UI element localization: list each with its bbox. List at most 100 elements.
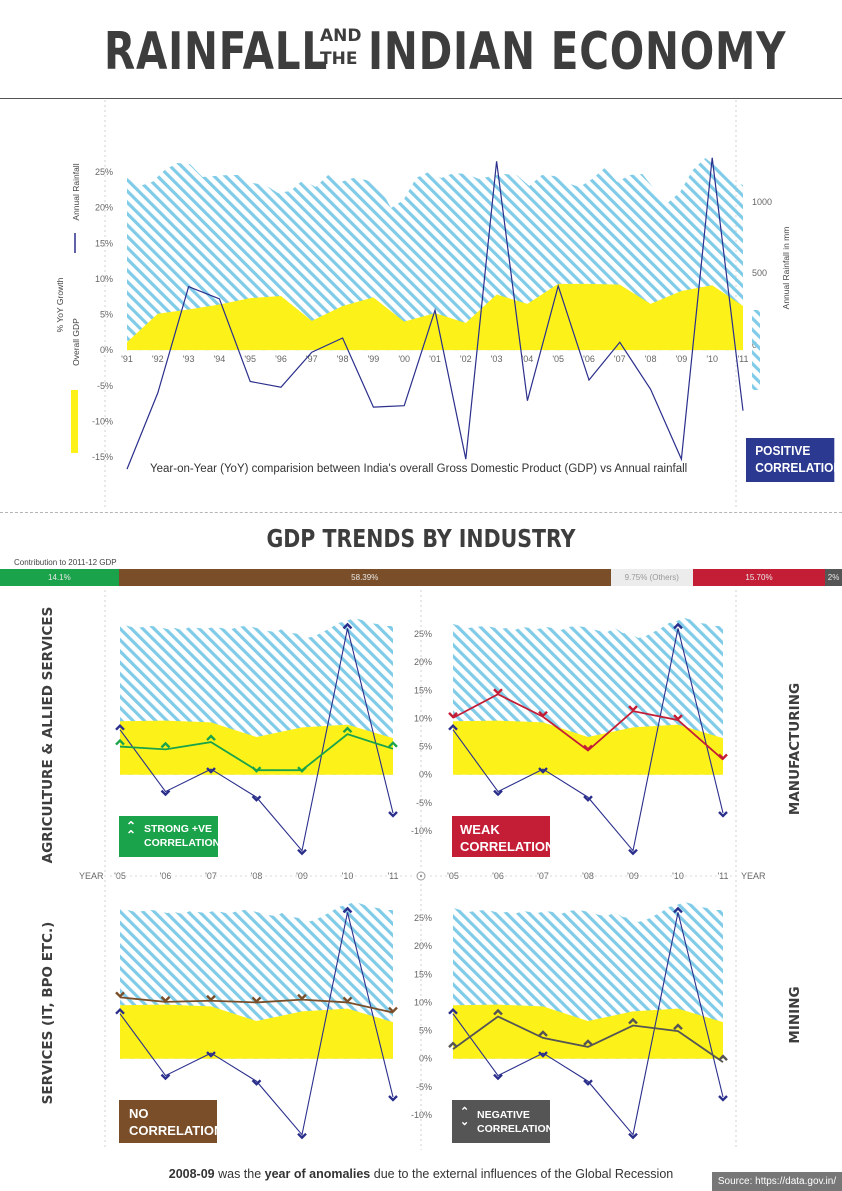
x-tick-label: '10 (342, 871, 354, 881)
title-the: THE (320, 49, 358, 69)
x-tick-label: '10 (706, 354, 718, 364)
sector-marker (388, 1006, 398, 1014)
y-tick-label: 10% (414, 713, 432, 723)
main-chart-caption: Year-on-Year (YoY) comparision between I… (150, 463, 688, 475)
x-tick-label: '95 (244, 354, 256, 364)
rainfall-marker (583, 1079, 593, 1086)
x-tick-label: '04 (522, 354, 534, 364)
gdp-area (120, 1004, 393, 1059)
x-tick-label: '03 (491, 354, 503, 364)
header-rule (0, 98, 842, 99)
sector-marker (160, 741, 171, 749)
y-tick-label: 10% (414, 997, 432, 1007)
x-tick-label: '05 (447, 871, 459, 881)
sector-line (452, 1015, 724, 1063)
badge-positive-line1: POSITIVE (755, 443, 811, 458)
sector-marker (448, 712, 458, 719)
y-tick-label: -10% (92, 416, 113, 426)
sector-marker (160, 996, 171, 1003)
label-mining: MINING (787, 986, 803, 1044)
y-tick-label: 15% (95, 238, 113, 248)
title-and: AND (320, 26, 362, 46)
sector-marker (718, 1054, 728, 1061)
sector-marker (493, 688, 503, 695)
year-label-left: YEAR (79, 871, 104, 881)
y-tick-label: -5% (416, 798, 432, 808)
page-title: RAINFALL AND THE INDIAN ECONOMY (0, 14, 842, 89)
y-tick-label: 20% (95, 203, 113, 213)
rainfall-marker (388, 1095, 398, 1102)
y-tick-label: 0% (419, 770, 432, 780)
footnote-mid: was the (214, 1167, 265, 1181)
rainfall-marker (493, 1073, 503, 1081)
crosshair-dot (419, 874, 423, 878)
badge-services-line2: CORRELATION (129, 1123, 224, 1138)
rainfall-marker (206, 767, 216, 774)
y-tick-label: 20% (414, 941, 432, 951)
rainfall-marker (673, 622, 683, 630)
rainfall-marker (206, 1051, 216, 1058)
x-tick-label: '11 (717, 871, 728, 881)
rainfall-marker (297, 848, 307, 856)
sector-marker (538, 1030, 548, 1037)
sector-marker (673, 714, 683, 721)
sector-marker (583, 1039, 593, 1046)
y-tick-label: 5% (419, 742, 432, 752)
x-tick-label: '10 (672, 871, 684, 881)
gdp-area (453, 1004, 723, 1059)
right-tick-label: 1000 (752, 197, 772, 207)
rainfall-marker (583, 795, 593, 802)
footnote-end: due to the external influences of the Gl… (370, 1167, 674, 1181)
x-tick-label: '96 (275, 354, 287, 364)
x-tick-label: '08 (645, 354, 657, 364)
label-services: SERVICES (IT, BPO ETC.) (40, 921, 56, 1105)
contrib-others: 9.75% (Others) (610, 569, 693, 586)
sector-marker (538, 710, 548, 718)
rainfall-legend-label: Annual Rainfall (71, 163, 81, 220)
sector-marker (115, 738, 125, 746)
badge-mining-line2: CORRELATION (477, 1123, 554, 1135)
rainfall-marker (673, 906, 683, 914)
badge-manufacturing-line2: CORRELATION (460, 839, 555, 854)
chevrons-up-icon: ⌃ ⌃ (126, 819, 137, 842)
label-agriculture: AGRICULTURE & ALLIED SERVICES (40, 606, 56, 864)
rainfall-marker (115, 723, 125, 731)
contrib-agriculture: 14.1% (0, 569, 119, 586)
x-tick-label: '11 (737, 354, 748, 364)
rainfall-marker (251, 1079, 262, 1086)
rainfall-line (452, 628, 724, 852)
x-tick-label: '11 (387, 871, 398, 881)
y-tick-label: 0% (100, 345, 113, 355)
y-tick-label: 5% (419, 1026, 432, 1036)
y-tick-label: 5% (100, 310, 113, 320)
rainfall-marker (251, 795, 262, 802)
x-tick-label: '06 (492, 871, 504, 881)
rainfall-line (452, 912, 724, 1136)
y-tick-label: 25% (95, 167, 113, 177)
sector-marker (297, 766, 307, 773)
section-divider (0, 512, 842, 513)
gdp-area (127, 283, 743, 351)
rainfall-marker (628, 1132, 638, 1140)
sector-marker (673, 1023, 683, 1030)
badge-services-line1: NO (129, 1106, 149, 1121)
sector-marker (206, 734, 216, 741)
badge-positive-line2: CORRELATION (755, 460, 842, 475)
rainfall-marker (718, 811, 728, 818)
x-tick-label: '07 (614, 354, 626, 364)
gdp-area (453, 720, 723, 775)
main-chart: 25%20%15%10%5%0%-5%-10%-15%10005000'91'9… (55, 100, 791, 510)
x-tick-label: '01 (429, 354, 441, 364)
rainfall-marker (718, 1095, 728, 1102)
y-tick-label: 25% (414, 913, 432, 923)
right-axis-label: Annual Rainfall in mm (781, 227, 791, 310)
x-tick-label: '91 (121, 354, 133, 364)
y-tick-label: 15% (414, 685, 432, 695)
badge-agriculture-line1: STRONG +VE (144, 823, 212, 835)
x-tick-label: '06 (583, 354, 595, 364)
badge-manufacturing-line1: WEAK (460, 822, 500, 837)
sector-marker (493, 1008, 503, 1016)
industry-section-title: GDP TRENDS BY INDUSTRY (266, 524, 576, 553)
x-tick-label: '08 (582, 871, 594, 881)
sector-marker (583, 744, 593, 752)
